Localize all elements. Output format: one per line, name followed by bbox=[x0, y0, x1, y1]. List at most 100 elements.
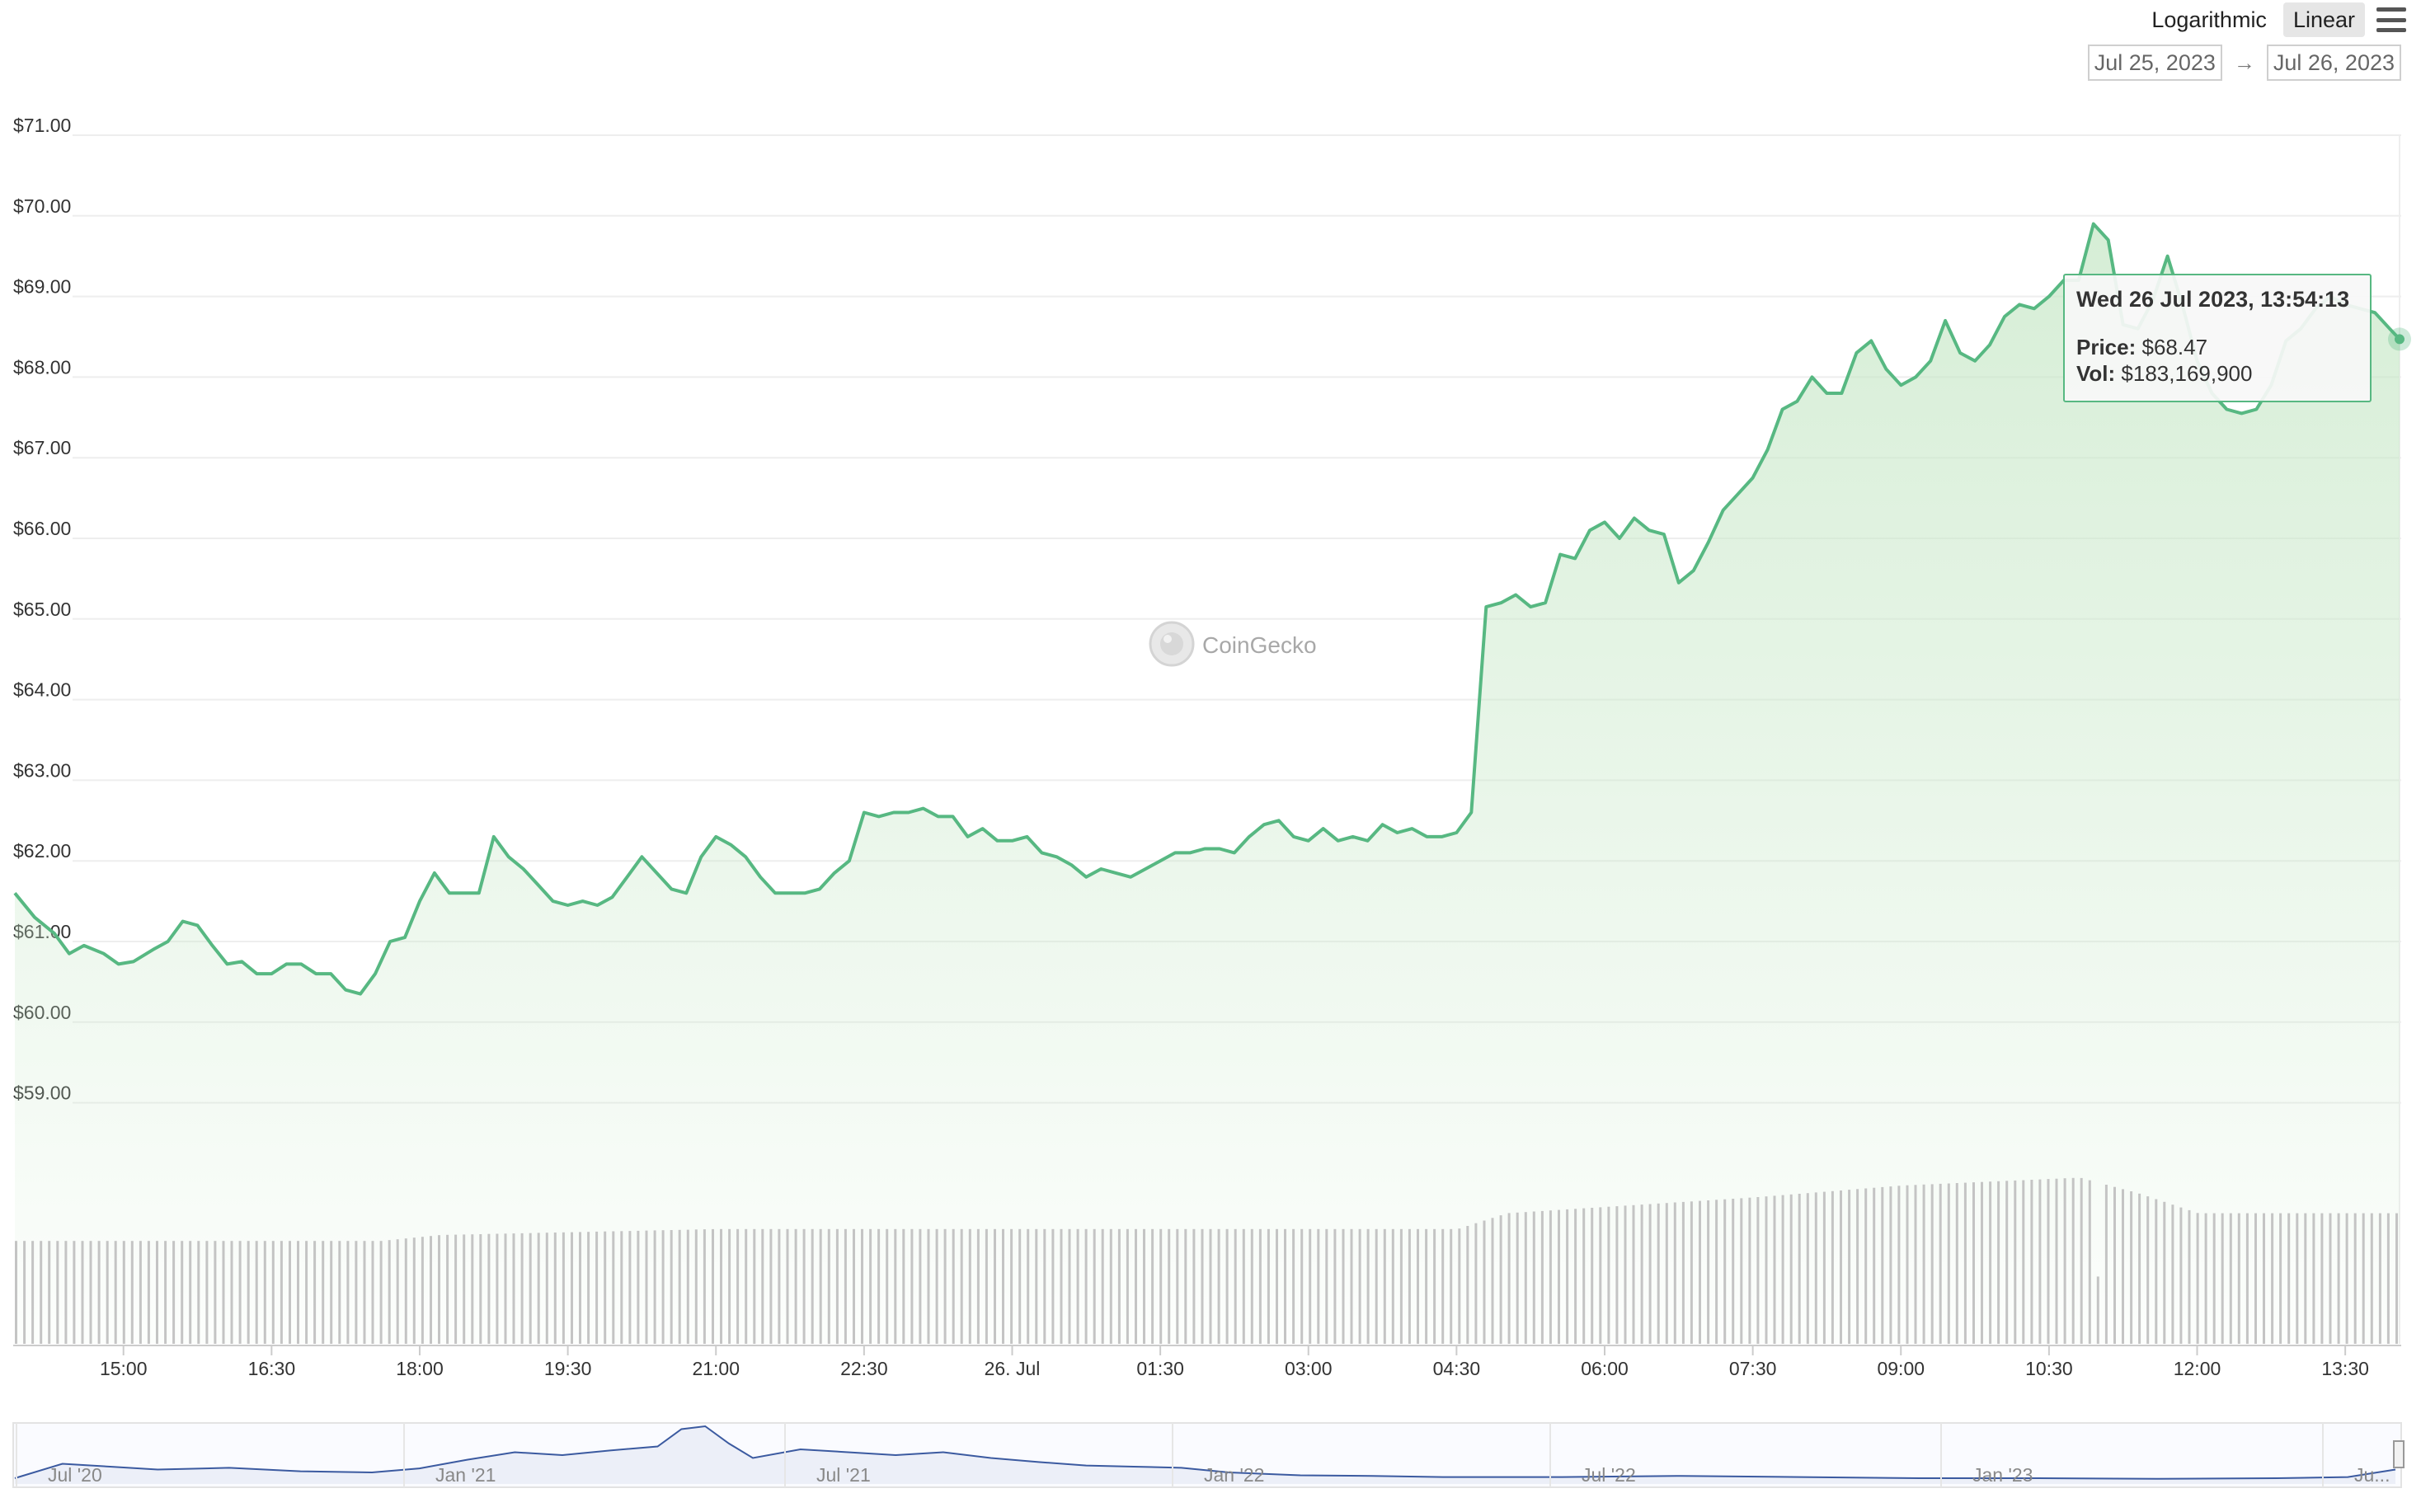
volume-bar bbox=[827, 1228, 830, 1344]
navigator-label: Jan '22 bbox=[1204, 1464, 1264, 1486]
volume-bar bbox=[189, 1241, 192, 1344]
volume-bar bbox=[2254, 1213, 2257, 1344]
volume-bar bbox=[1117, 1228, 1121, 1344]
volume-bar bbox=[712, 1228, 714, 1344]
volume-bar bbox=[853, 1228, 855, 1344]
volume-bar bbox=[786, 1228, 789, 1344]
volume-bar bbox=[404, 1238, 407, 1344]
volume-bar bbox=[430, 1236, 432, 1344]
logarithmic-button[interactable]: Logarithmic bbox=[2151, 7, 2267, 32]
volume-bar bbox=[1640, 1204, 1643, 1344]
volume-bar bbox=[1242, 1228, 1245, 1344]
y-tick-label: $62.00 bbox=[13, 840, 71, 862]
volume-bar bbox=[222, 1241, 225, 1344]
volume-bar bbox=[73, 1241, 76, 1344]
date-from-input[interactable]: Jul 25, 2023 bbox=[2087, 45, 2222, 81]
volume-bar bbox=[2329, 1213, 2332, 1344]
volume-bar bbox=[612, 1231, 615, 1344]
volume-bar bbox=[2071, 1177, 2075, 1344]
volume-bar bbox=[1051, 1228, 1055, 1344]
volume-bar bbox=[2370, 1213, 2373, 1344]
volume-bar bbox=[587, 1232, 590, 1344]
volume-bar bbox=[1723, 1199, 1727, 1344]
volume-bar bbox=[1450, 1228, 1453, 1344]
volume-bar bbox=[1317, 1228, 1320, 1344]
x-tick-label: 10:30 bbox=[2025, 1358, 2073, 1379]
volume-bar bbox=[595, 1231, 599, 1344]
volume-bar bbox=[1342, 1228, 1345, 1344]
x-tick-label: 15:00 bbox=[100, 1358, 148, 1379]
volume-bar bbox=[56, 1241, 59, 1344]
volume-bar bbox=[943, 1228, 947, 1344]
volume-bar bbox=[1507, 1213, 1511, 1344]
volume-bar bbox=[297, 1241, 299, 1344]
volume-bar bbox=[794, 1228, 797, 1344]
volume-bar bbox=[545, 1233, 548, 1344]
navigator[interactable]: Jul '20 Jan '21 Jul '21 Jan '22 Jul '22 Jan '… bbox=[12, 1422, 2405, 1488]
linear-button[interactable]: Linear bbox=[2282, 2, 2365, 37]
volume-bar bbox=[2237, 1213, 2240, 1344]
y-tick-label: $63.00 bbox=[13, 759, 71, 781]
volume-bar bbox=[1930, 1184, 1934, 1344]
volume-bar bbox=[1176, 1228, 1179, 1344]
volume-bar bbox=[1383, 1228, 1386, 1344]
x-tick-label: 04:30 bbox=[1433, 1358, 1481, 1379]
volume-bar bbox=[1300, 1228, 1304, 1344]
volume-bar bbox=[1549, 1210, 1552, 1344]
volume-bar bbox=[305, 1241, 308, 1344]
volume-bar bbox=[753, 1228, 756, 1344]
volume-bar bbox=[1391, 1228, 1394, 1344]
volume-bar bbox=[322, 1241, 325, 1344]
volume-bar bbox=[214, 1241, 217, 1344]
volume-bar bbox=[2304, 1213, 2307, 1344]
volume-bar bbox=[1035, 1228, 1038, 1344]
volume-bar bbox=[255, 1241, 258, 1344]
x-tick-label: 18:00 bbox=[396, 1358, 444, 1379]
volume-bar bbox=[2022, 1180, 2025, 1344]
volume-bar bbox=[728, 1228, 731, 1344]
volume-bar bbox=[1765, 1196, 1768, 1344]
volume-bar bbox=[1408, 1228, 1411, 1344]
volume-bar bbox=[1192, 1228, 1196, 1344]
volume-bar bbox=[645, 1230, 648, 1344]
navigator-series bbox=[14, 1425, 2396, 1484]
volume-bar bbox=[537, 1233, 540, 1344]
volume-bar bbox=[1822, 1191, 1826, 1344]
volume-bar bbox=[2287, 1213, 2291, 1344]
volume-bar bbox=[421, 1237, 424, 1344]
volume-bar bbox=[2063, 1178, 2066, 1344]
volume-bar bbox=[910, 1228, 914, 1344]
volume-bar bbox=[230, 1241, 233, 1344]
volume-bar bbox=[1582, 1208, 1586, 1344]
navigator-handle[interactable] bbox=[2393, 1440, 2405, 1468]
volume-bar bbox=[1540, 1210, 1544, 1344]
price-line bbox=[13, 222, 2401, 996]
volume-bar bbox=[156, 1241, 158, 1344]
volume-bar bbox=[1101, 1228, 1104, 1344]
volume-bar bbox=[1483, 1220, 1486, 1344]
volume-bar bbox=[902, 1228, 905, 1344]
volume-bar bbox=[529, 1233, 532, 1344]
volume-bar bbox=[1989, 1181, 1992, 1344]
volume-bar bbox=[379, 1241, 383, 1344]
volume-bar bbox=[1740, 1198, 1743, 1344]
date-to-input[interactable]: Jul 26, 2023 bbox=[2266, 45, 2401, 81]
volume-bar bbox=[1491, 1218, 1494, 1344]
x-tick-label: 19:30 bbox=[544, 1358, 592, 1379]
price-tooltip: Wed 26 Jul 2023, 13:54:13 Price: $68.47 … bbox=[2063, 274, 2372, 402]
y-tick-label: $69.00 bbox=[13, 276, 71, 298]
volume-bar bbox=[346, 1241, 350, 1344]
volume-bar bbox=[1399, 1228, 1403, 1344]
volume-bar bbox=[2271, 1213, 2274, 1344]
volume-bar bbox=[2155, 1199, 2158, 1344]
volume-bar bbox=[2395, 1213, 2398, 1344]
volume-bar bbox=[1027, 1228, 1030, 1344]
hamburger-menu-icon[interactable] bbox=[2376, 7, 2406, 32]
volume-bar bbox=[1806, 1193, 1809, 1344]
volume-bar bbox=[371, 1241, 374, 1344]
volume-bar bbox=[1076, 1228, 1079, 1344]
tooltip-vol-row: Vol: $183,169,900 bbox=[2076, 360, 2358, 387]
volume-bar bbox=[2221, 1213, 2224, 1344]
volume-bar bbox=[1466, 1226, 1469, 1344]
